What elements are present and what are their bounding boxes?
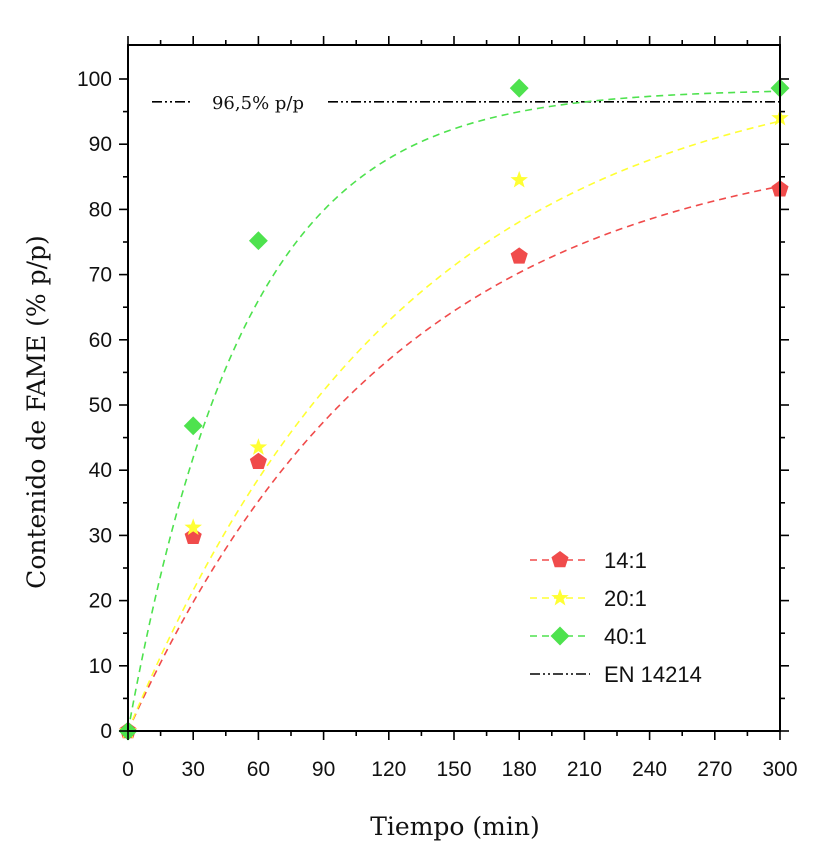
data-point-14-1-60 [249,452,267,470]
x-tick-label: 0 [122,758,134,781]
y-tick-label: 80 [89,198,112,221]
y-tick-label: 90 [89,133,112,156]
plot-content: 96,5% p/p [118,78,790,741]
x-tick-label: 90 [312,758,335,781]
y-tick-label: 20 [89,590,112,613]
reference-line-label: 96,5% p/p [212,93,304,114]
legend-marker-14-1 [551,551,569,568]
x-tick-label: 240 [632,758,667,781]
y-axis-title: Contenido de FAME (% p/p) [22,235,51,589]
y-tick-label: 50 [89,394,112,417]
data-point-40-1-60 [248,231,268,251]
fit-curve-20-1 [127,120,781,732]
y-tick-label: 0 [100,720,112,743]
y-tick-label: 30 [89,524,112,547]
x-tick-label: 150 [436,758,471,781]
legend-label-en14214: EN 14214 [604,662,702,687]
legend-marker-40-1 [550,626,570,646]
fit-curve-40-1 [127,90,781,732]
x-tick-label: 210 [567,758,602,781]
x-tick-label: 120 [371,758,406,781]
y-tick-label: 40 [89,459,112,482]
x-axis-title: Tiempo (min) [370,812,539,841]
axes: 0 10 20 30 40 50 60 70 80 90 100 0 30 60 90 120 150 180 21… [77,36,798,781]
legend-label-40-1: 40:1 [604,624,647,649]
x-tick-label: 180 [502,758,537,781]
x-tick-label: 270 [697,758,732,781]
fit-curve-14-1 [127,185,781,732]
legend: 14:1 20:1 40:1 EN 14214 [530,548,702,687]
legend-label-20-1: 20:1 [604,586,647,611]
data-point-14-1-180 [510,247,528,264]
x-tick-label: 60 [247,758,270,781]
y-tick-label: 100 [77,68,112,91]
y-tick-label: 10 [89,655,112,678]
data-point-20-1-180 [510,170,528,188]
x-tick-label: 30 [182,758,205,781]
legend-marker-20-1 [551,588,569,606]
y-tick-label: 60 [89,329,112,352]
y-tick-label: 70 [89,264,112,287]
legend-label-14-1: 14:1 [604,548,647,573]
data-point-20-1-30 [184,518,202,536]
data-point-40-1-30 [183,416,203,436]
data-point-40-1-180 [509,78,529,98]
data-point-20-1-60 [249,438,268,455]
x-tick-label: 300 [762,758,797,781]
